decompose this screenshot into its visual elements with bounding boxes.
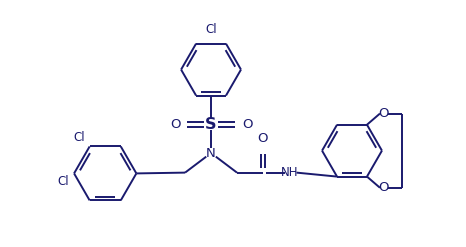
Text: Cl: Cl (205, 23, 217, 37)
Text: O: O (170, 118, 180, 131)
Text: S: S (206, 117, 217, 132)
Text: Cl: Cl (58, 175, 69, 188)
Text: O: O (379, 107, 389, 120)
Text: N: N (206, 147, 216, 160)
Text: O: O (258, 132, 268, 145)
Text: O: O (242, 118, 252, 131)
Text: Cl: Cl (73, 131, 85, 144)
Text: NH: NH (281, 166, 299, 179)
Text: O: O (379, 181, 389, 194)
